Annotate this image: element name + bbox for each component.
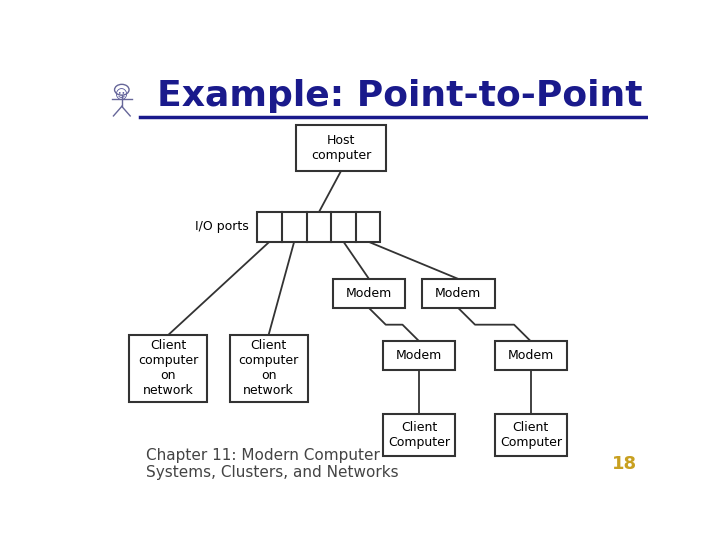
Text: Host
computer: Host computer <box>311 134 372 162</box>
Text: Client
Computer: Client Computer <box>500 421 562 449</box>
Bar <box>383 414 456 456</box>
Bar <box>297 125 386 171</box>
Text: 18: 18 <box>612 455 637 473</box>
Bar <box>422 279 495 308</box>
Bar <box>230 335 307 402</box>
Bar <box>495 414 567 456</box>
Text: Example: Point-to-Point: Example: Point-to-Point <box>157 79 642 113</box>
Bar <box>129 335 207 402</box>
Text: Modem: Modem <box>346 287 392 300</box>
Text: Client
computer
on
network: Client computer on network <box>138 339 198 397</box>
Text: Client
Computer: Client Computer <box>388 421 450 449</box>
Text: Client
computer
on
network: Client computer on network <box>238 339 299 397</box>
Bar <box>383 341 456 370</box>
Text: Modem: Modem <box>435 287 482 300</box>
Text: I/O ports: I/O ports <box>195 220 249 233</box>
Bar <box>333 279 405 308</box>
Bar <box>495 341 567 370</box>
Text: Modem: Modem <box>508 349 554 362</box>
Text: Chapter 11: Modern Computer
Systems, Clusters, and Networks: Chapter 11: Modern Computer Systems, Clu… <box>145 448 398 480</box>
Bar <box>258 212 380 241</box>
Text: ☺: ☺ <box>115 90 128 103</box>
Text: Modem: Modem <box>396 349 442 362</box>
